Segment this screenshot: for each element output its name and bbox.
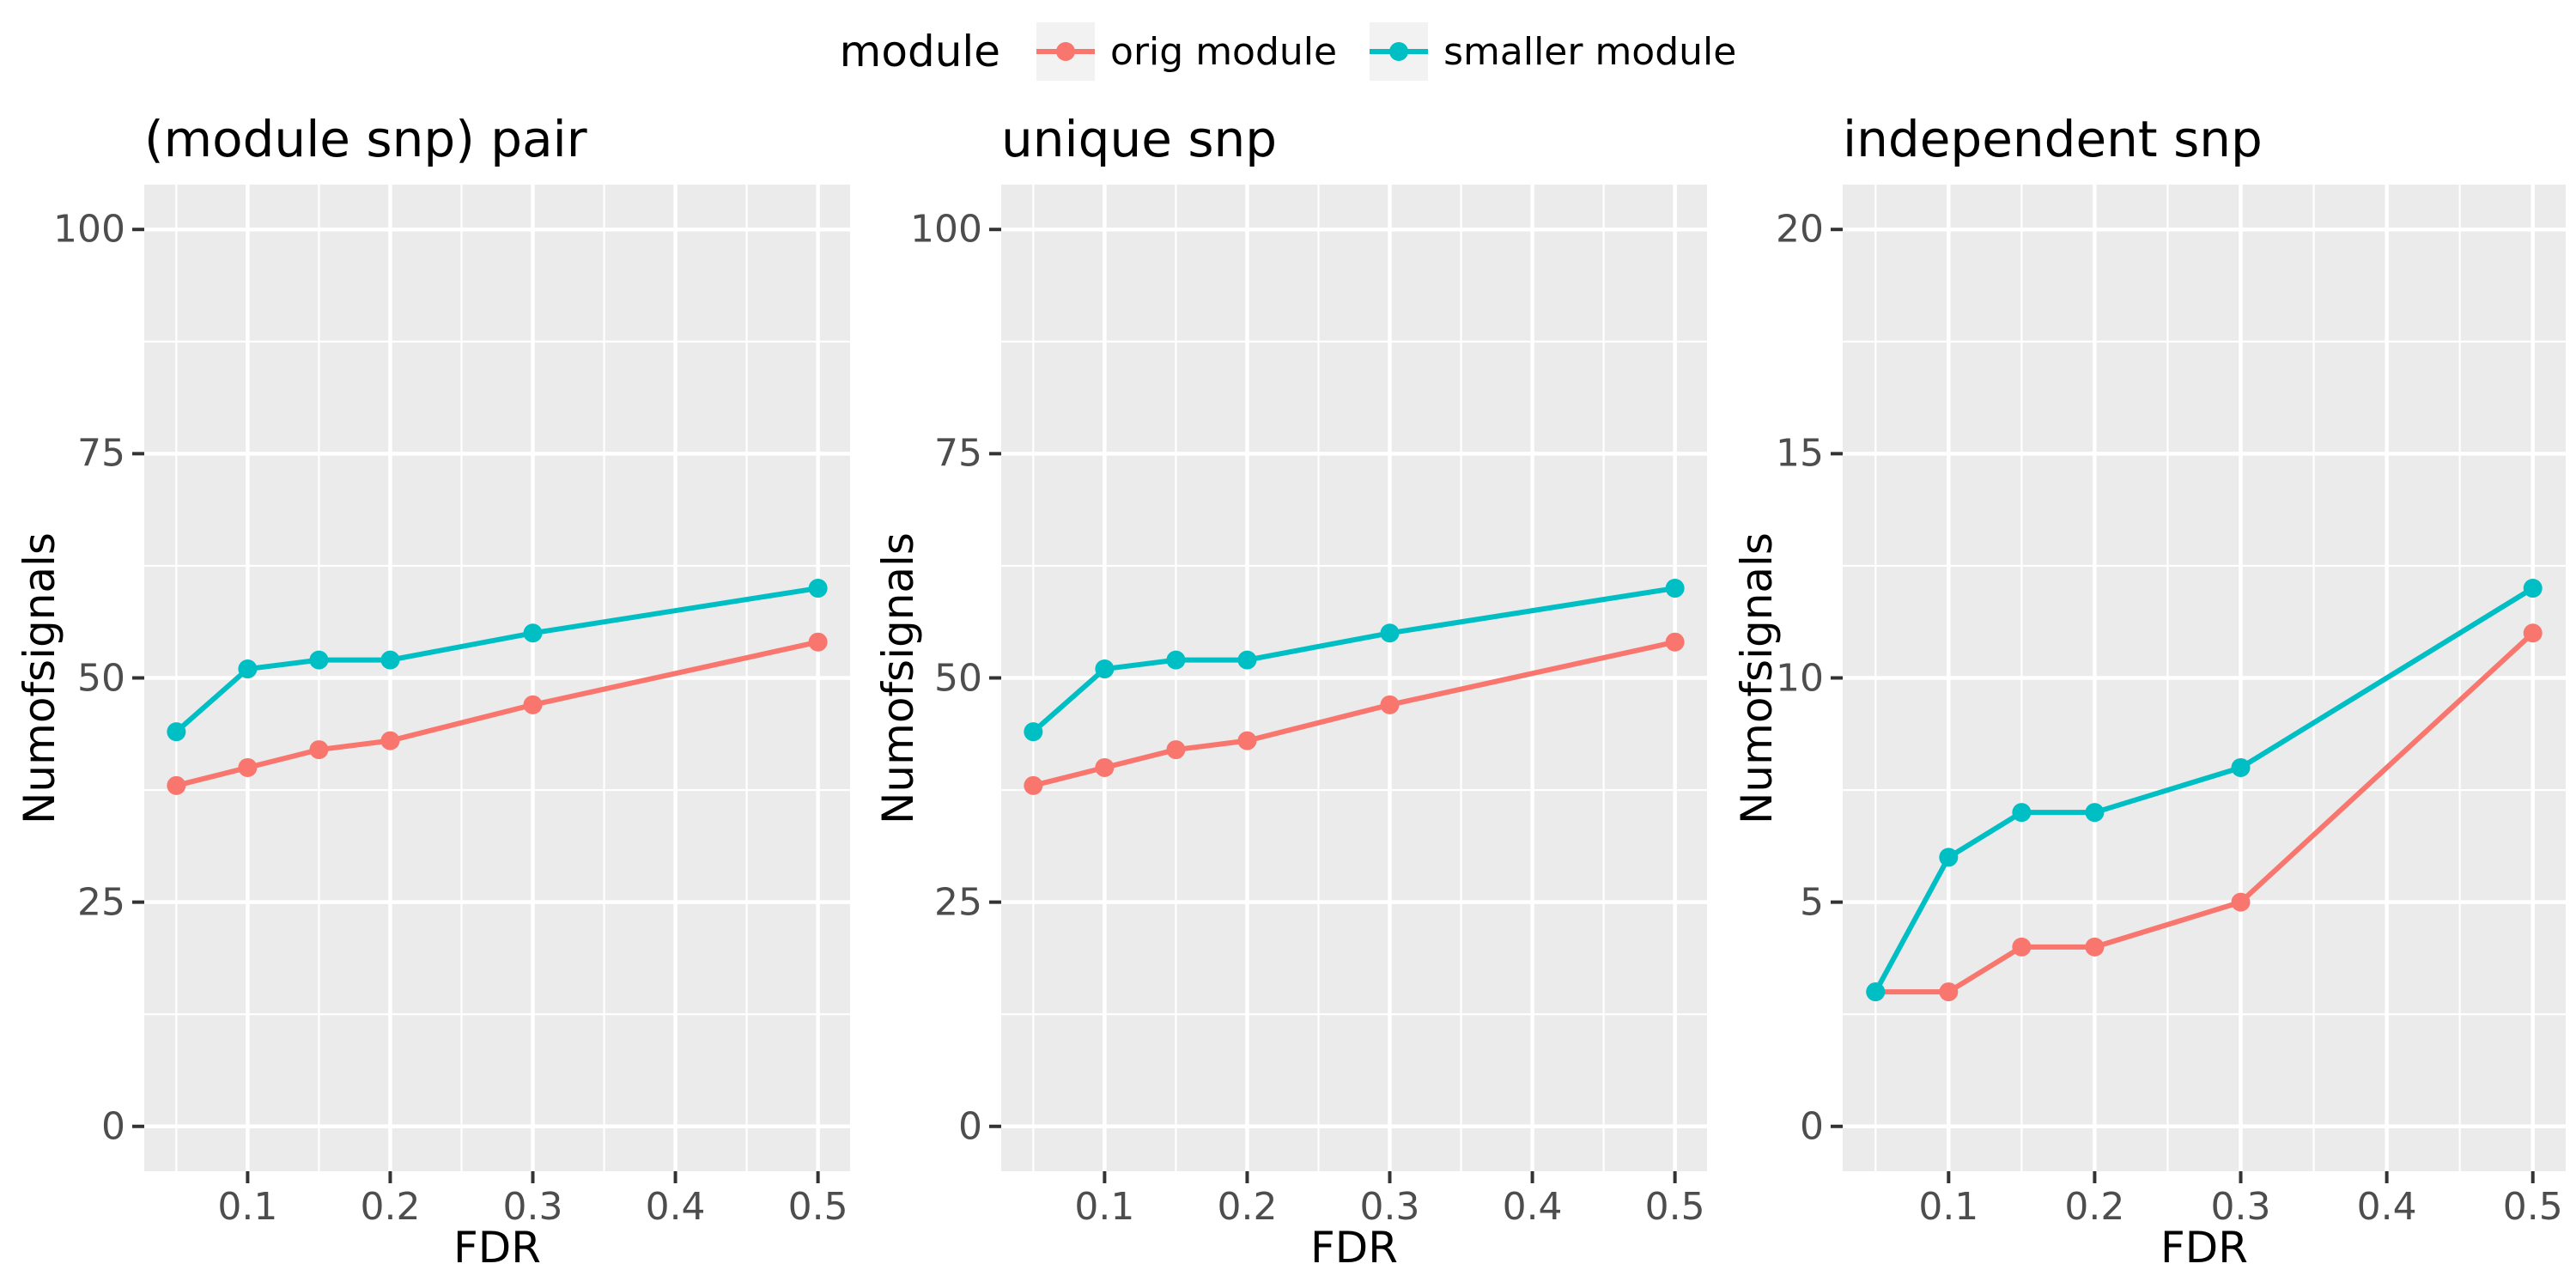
- data-point-orig-module: [1665, 632, 1685, 652]
- data-point-smaller-module: [523, 623, 543, 643]
- data-point-orig-module: [238, 757, 258, 777]
- legend-item-smaller-module: smaller module: [1370, 22, 1736, 81]
- y-tick-label: 0: [101, 1104, 125, 1149]
- legend-key-icon: [1036, 22, 1096, 81]
- data-point-orig-module: [1237, 731, 1257, 750]
- series-line-orig-module: [175, 639, 819, 788]
- y-tick-label: 50: [934, 656, 982, 700]
- data-point-smaller-module: [380, 650, 400, 670]
- y-axis-title: Numofsignals: [873, 532, 923, 824]
- panel-independent-snp: independent snp Numofsignals FDR 0 5 10 15 2…: [1717, 0, 2576, 1288]
- data-point-orig-module: [2231, 892, 2251, 912]
- x-tick-label: 0.5: [2502, 1185, 2563, 1229]
- plot-area: [132, 185, 850, 1183]
- legend-key-dot-icon: [1056, 42, 1076, 61]
- x-tick-label: 0.2: [1217, 1185, 1278, 1229]
- data-point-smaller-module: [238, 659, 258, 679]
- x-tick-label: 0.1: [1918, 1185, 1979, 1229]
- data-point-orig-module: [2085, 937, 2105, 957]
- legend: module orig module smaller module: [0, 15, 2576, 88]
- data-point-orig-module: [1095, 757, 1115, 777]
- data-point-orig-module: [167, 775, 186, 795]
- data-point-smaller-module: [309, 650, 329, 670]
- data-point-smaller-module: [1024, 722, 1043, 742]
- y-tick-label: 100: [53, 207, 125, 252]
- data-point-smaller-module: [2012, 803, 2032, 823]
- legend-key-icon: [1370, 22, 1429, 81]
- data-point-orig-module: [808, 632, 828, 652]
- data-point-orig-module: [1939, 982, 1959, 1002]
- x-tick-label: 0.3: [2210, 1185, 2271, 1229]
- x-tick-label: 0.5: [787, 1185, 848, 1229]
- data-point-orig-module: [1166, 740, 1186, 760]
- y-tick-label: 5: [1800, 880, 1824, 925]
- data-point-smaller-module: [2085, 803, 2105, 823]
- data-point-orig-module: [1380, 695, 1400, 714]
- data-point-smaller-module: [2523, 579, 2543, 598]
- data-point-smaller-module: [1866, 982, 1886, 1002]
- y-tick-label: 100: [910, 207, 982, 252]
- legend-title: module: [839, 27, 1001, 76]
- y-tick-label: 50: [77, 656, 125, 700]
- x-axis-title: FDR: [453, 1223, 542, 1273]
- plot-area: [989, 185, 1707, 1183]
- data-point-smaller-module: [1095, 659, 1115, 679]
- data-point-orig-module: [2012, 937, 2032, 957]
- y-tick-label: 0: [1800, 1104, 1824, 1149]
- x-tick-label: 0.2: [2064, 1185, 2125, 1229]
- x-tick-label: 0.1: [217, 1185, 278, 1229]
- y-tick-label: 0: [958, 1104, 982, 1149]
- data-point-orig-module: [309, 740, 329, 760]
- x-axis-title: FDR: [2160, 1223, 2249, 1273]
- data-point-smaller-module: [1166, 650, 1186, 670]
- plot-area: [1831, 185, 2566, 1183]
- legend-key-dot-icon: [1389, 42, 1409, 61]
- data-point-smaller-module: [1939, 848, 1959, 867]
- series-line-smaller-module: [174, 586, 819, 734]
- x-tick-label: 0.4: [1502, 1185, 1563, 1229]
- x-tick-label: 0.3: [1359, 1185, 1420, 1229]
- legend-item-orig-module: orig module: [1036, 22, 1337, 81]
- x-axis-title: FDR: [1309, 1223, 1399, 1273]
- panel-unique-snp: unique snp Numofsignals FDR 0 25 50 75 100 0.…: [859, 0, 1717, 1288]
- data-point-smaller-module: [1665, 579, 1685, 598]
- y-tick-label: 25: [77, 880, 125, 925]
- panel-title: (module snp) pair: [144, 110, 587, 168]
- data-point-orig-module: [2523, 623, 2543, 643]
- series-line-orig-module: [1875, 631, 2535, 995]
- data-point-smaller-module: [2231, 757, 2251, 777]
- legend-item-label: smaller module: [1443, 29, 1737, 74]
- series-line-orig-module: [1032, 639, 1676, 788]
- legend-item-label: orig module: [1110, 29, 1338, 74]
- series-line-smaller-module: [1031, 586, 1676, 734]
- data-point-smaller-module: [1380, 623, 1400, 643]
- panel-title: unique snp: [1001, 110, 1278, 168]
- x-tick-label: 0.5: [1644, 1185, 1705, 1229]
- y-axis-title: Numofsignals: [15, 532, 64, 824]
- y-axis-title: Numofsignals: [1732, 532, 1782, 824]
- y-tick-label: 75: [77, 431, 125, 476]
- y-tick-label: 20: [1776, 207, 1824, 252]
- series-line-smaller-module: [1873, 586, 2535, 993]
- data-point-orig-module: [523, 695, 543, 714]
- data-point-orig-module: [1024, 775, 1043, 795]
- y-tick-label: 15: [1776, 431, 1824, 476]
- x-tick-label: 0.4: [645, 1185, 706, 1229]
- y-tick-label: 10: [1776, 656, 1824, 700]
- y-tick-label: 25: [934, 880, 982, 925]
- x-tick-label: 0.4: [2356, 1185, 2417, 1229]
- data-point-orig-module: [380, 731, 400, 750]
- x-tick-label: 0.3: [502, 1185, 563, 1229]
- panel-module-snp-pair: (module snp) pair Numofsignals FDR 0 25 50…: [0, 0, 859, 1288]
- data-point-smaller-module: [808, 579, 828, 598]
- data-point-smaller-module: [167, 722, 186, 742]
- x-tick-label: 0.1: [1074, 1185, 1135, 1229]
- x-tick-label: 0.2: [360, 1185, 421, 1229]
- panel-title: independent snp: [1843, 110, 2263, 168]
- data-point-smaller-module: [1237, 650, 1257, 670]
- y-tick-label: 75: [934, 431, 982, 476]
